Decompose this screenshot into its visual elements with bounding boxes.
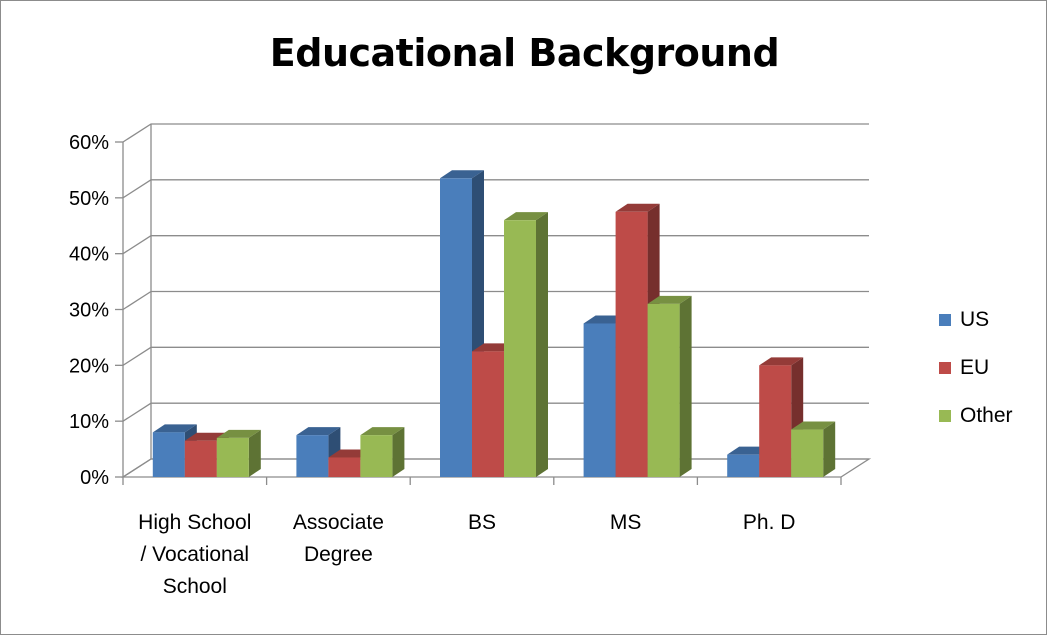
gridline: [123, 180, 869, 198]
x-axis-categories: High School / Vocational School Associate De…: [123, 477, 841, 598]
y-tick-label: 0%: [80, 467, 109, 489]
y-axis-ticks: 0% 10% 20% 30% 40% 50% 60%: [69, 132, 123, 489]
legend: US EU Other: [939, 296, 1013, 440]
gridline: [123, 292, 869, 310]
x-category-label: Associate Degree: [293, 511, 384, 566]
y-tick-label: 50%: [69, 188, 109, 210]
x-category-label: High School / Vocational School: [138, 511, 251, 598]
y-tick-label: 30%: [69, 300, 109, 322]
legend-label: EU: [960, 356, 989, 380]
x-category-label: Ph. D: [743, 511, 796, 534]
bar: [791, 422, 835, 477]
x-category-label: BS: [468, 511, 496, 534]
y-tick-label: 40%: [69, 244, 109, 266]
y-tick-label: 60%: [69, 132, 109, 154]
bar: [217, 430, 261, 477]
legend-label: US: [960, 308, 989, 332]
bars: [153, 170, 835, 477]
bar: [360, 427, 404, 477]
y-tick-label: 10%: [69, 411, 109, 433]
bar: [504, 212, 548, 477]
bar: [648, 296, 692, 477]
x-category-label: MS: [610, 511, 642, 534]
legend-swatch: [939, 362, 951, 374]
legend-label: Other: [960, 404, 1013, 428]
y-tick-label: 20%: [69, 355, 109, 377]
legend-item: EU: [939, 344, 1013, 392]
legend-swatch: [939, 410, 951, 422]
gridline: [123, 124, 869, 142]
legend-item: Other: [939, 392, 1013, 440]
legend-item: US: [939, 296, 1013, 344]
gridline: [123, 236, 869, 254]
legend-swatch: [939, 314, 951, 326]
